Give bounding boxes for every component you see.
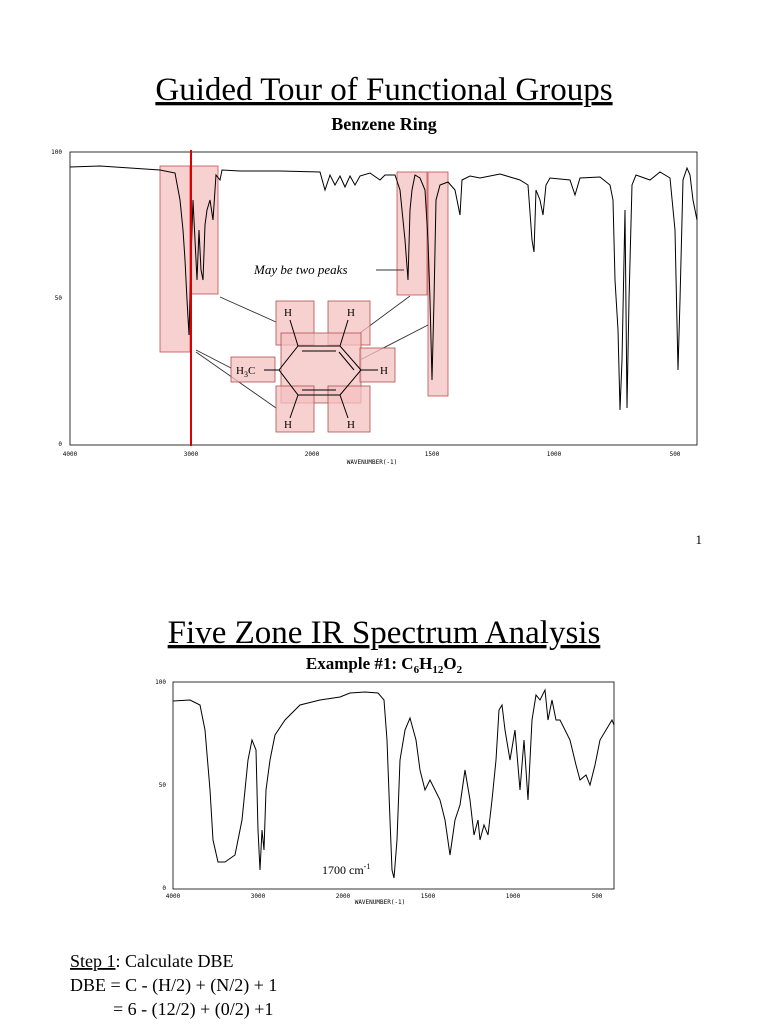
text-part: H (236, 365, 244, 377)
page-number: 1 (696, 532, 703, 547)
spectrum-curve (69, 165, 698, 411)
x-tick-label: 3000 (184, 451, 199, 458)
atom-label: H (347, 419, 355, 431)
text-part: 1700 cm (322, 863, 364, 877)
text-part: H (419, 654, 432, 673)
step-heading: Step 1: Calculate DBE (70, 951, 233, 971)
text-part: : Calculate DBE (116, 951, 234, 971)
slide-title: Five Zone IR Spectrum Analysis (168, 615, 601, 651)
x-tick-label: 500 (592, 893, 603, 900)
atom-label: H (284, 307, 292, 319)
text-part: O (443, 654, 456, 673)
x-tick-label: 500 (670, 451, 681, 458)
spectrum-1: 100 50 0 4000 3000 2000 1500 1000 500 WA… (51, 149, 698, 466)
spectrum-2: 100 50 0 4000 3000 2000 1500 1000 500 WA… (155, 679, 615, 906)
x-tick-label: 1000 (506, 893, 521, 900)
arrow (195, 349, 232, 369)
shape (289, 319, 299, 347)
shape: 100 50 0 4000 3000 2000 1500 1000 500 WA… (155, 679, 603, 906)
y-tick-label: 0 (162, 885, 166, 892)
text-part: C (248, 365, 255, 377)
molecule-boxes (230, 300, 396, 433)
y-tick-label: 50 (55, 295, 63, 302)
text-part: 3 (244, 370, 248, 379)
x-tick-label: 2000 (336, 893, 351, 900)
highlight (427, 171, 449, 397)
x-tick-label: 1000 (547, 451, 562, 458)
text-part: Example #1: C (306, 654, 414, 673)
slide-title: Guided Tour of Functional Groups (155, 72, 612, 108)
shape (289, 394, 299, 419)
x-axis-label: WAVENUMBER(-1) (347, 459, 398, 466)
x-tick-label: 4000 (63, 451, 78, 458)
x-tick-label: 2000 (305, 451, 320, 458)
shape (339, 319, 349, 347)
shape: 100 50 0 4000 3000 2000 1500 1000 500 WA… (51, 149, 681, 466)
plot-frame (172, 681, 615, 890)
slide-subtitle: Example #1: C6H12O2 (306, 654, 463, 676)
shape (230, 356, 276, 383)
atom-label: H (380, 365, 388, 377)
step-line: DBE = C - (H/2) + (N/2) + 1 (70, 975, 277, 996)
slide-subtitle: Benzene Ring (331, 114, 437, 134)
spectrum-curve (172, 688, 615, 879)
shape (338, 351, 355, 371)
annotation: 1700 cm-1 (322, 862, 370, 877)
x-tick-label: 3000 (251, 893, 266, 900)
annotation: May be two peaks (253, 262, 348, 277)
y-tick-label: 100 (51, 149, 62, 156)
text-part: 6 (414, 664, 420, 676)
arrow (219, 296, 277, 323)
atom-label: H (284, 419, 292, 431)
shape (275, 385, 315, 433)
y-tick-label: 50 (159, 782, 167, 789)
benzene (264, 319, 378, 419)
x-tick-label: 1500 (425, 451, 440, 458)
atom-label: H (347, 307, 355, 319)
y-tick-label: 100 (155, 679, 166, 686)
plot-frame (69, 151, 698, 446)
x-axis-label: WAVENUMBER(-1) (355, 899, 406, 906)
text-part: 12 (432, 664, 444, 676)
text-part: Step 1 (70, 951, 116, 971)
x-tick-label: 4000 (166, 893, 181, 900)
shape: H H H H H H3C (236, 307, 388, 431)
shape (359, 347, 396, 383)
step-line: = 6 - (12/2) + (0/2) +1 (113, 999, 273, 1020)
shape (327, 385, 371, 433)
y-tick-label: 0 (58, 441, 62, 448)
highlight (159, 165, 191, 353)
text-part: 2 (457, 664, 463, 676)
text-part: -1 (364, 862, 371, 871)
x-tick-label: 1500 (421, 893, 436, 900)
atom-label: H3C (236, 365, 255, 379)
shape (339, 394, 349, 419)
